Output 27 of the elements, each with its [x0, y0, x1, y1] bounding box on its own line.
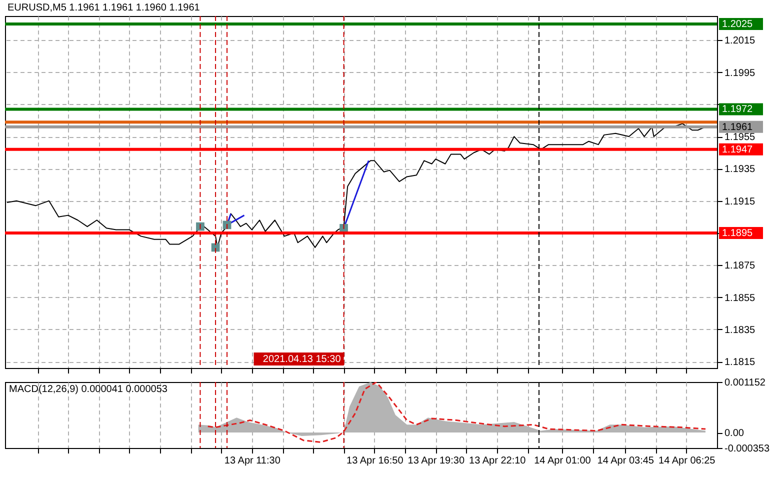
ref-line-label: 1.1961: [722, 122, 754, 133]
ref-line-label: 1.1895: [722, 228, 754, 239]
y-tick-label: 1.1935: [724, 164, 756, 176]
chart-title: EURUSD,M5 1.1961 1.1961 1.1960 1.1961: [8, 2, 200, 14]
y-tick-label: 1.1815: [724, 357, 756, 368]
y-tick-label: 0.001152: [724, 378, 766, 388]
ref-line-label: 1.2025: [722, 19, 754, 30]
y-tick-label: 1.1875: [724, 260, 756, 272]
chart-title: MACD(12,26,9) 0.000041 0.000053: [9, 384, 168, 395]
ref-line-label: 1.1947: [722, 144, 754, 156]
y-tick-label: 1.2015: [724, 36, 756, 47]
x-tick-label: 14 Apr 03:45: [597, 456, 654, 466]
x-tick-label: 13 Apr 19:30: [408, 456, 465, 466]
y-tick-label: 0.00: [724, 428, 744, 440]
y-tick-label: 1.1995: [724, 68, 756, 79]
x-tick-label: 13 Apr 16:50: [346, 456, 404, 466]
y-tick-label: 1.1835: [724, 324, 756, 336]
x-tick-label: 14 Apr 06:25: [658, 456, 716, 466]
x-tick-label: 13 Apr 11:30: [224, 456, 281, 466]
ref-line-label: 1.1972: [722, 104, 754, 116]
y-tick-label: 1.1915: [724, 196, 756, 208]
x-tick-label: 14 Apr 01:00: [534, 456, 592, 466]
y-tick-label: 1.1855: [724, 292, 756, 304]
y-tick-label: 1.1955: [724, 132, 756, 144]
x-tick-label: 13 Apr 22:10: [469, 456, 526, 466]
y-tick-label: -0.000353: [724, 444, 770, 454]
ref-line-label: 2021.04.13 15:30: [262, 354, 342, 365]
